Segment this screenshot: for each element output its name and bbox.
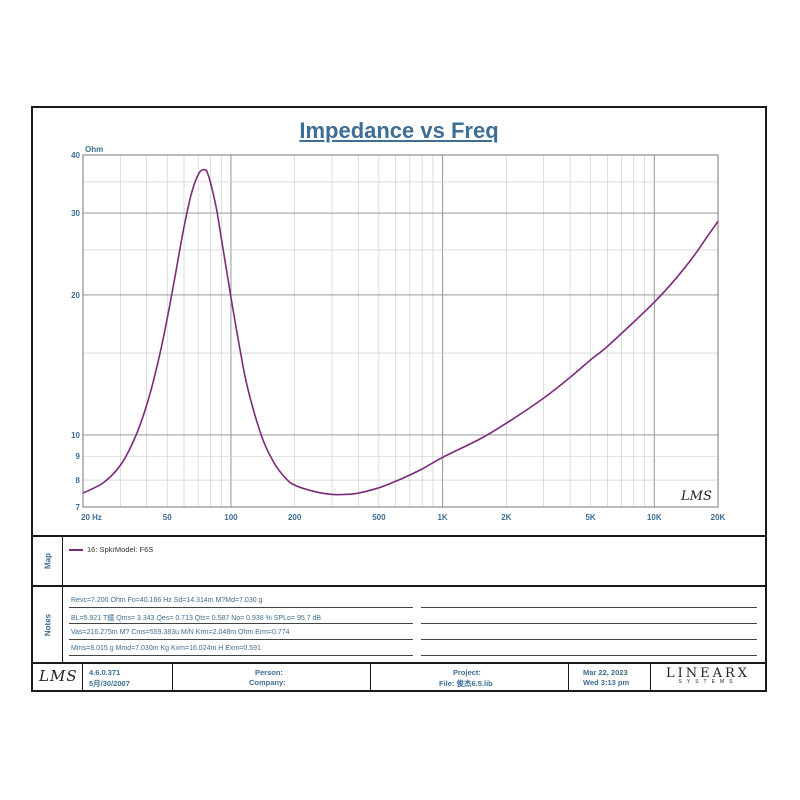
y-tick-label: 40 [71, 151, 80, 160]
y-axis-label: Ohm [85, 145, 103, 154]
lms-logo: LMS [39, 667, 78, 685]
note-rule [69, 639, 413, 640]
note-line-4: Mms=8.015 g Mmd=7.030m Kg Kxm=16.024m H … [71, 645, 261, 652]
note-rule [69, 655, 413, 656]
notes-panel: Notes Revc=7.200 Ohm Fo=40.166 Hz Sd=14.… [33, 587, 765, 664]
legend-entry: 16: SpkrModel: F6S [69, 545, 153, 554]
project-label: Project: [453, 668, 481, 677]
note-line-2: BL=5.921 T鐵 Qms= 3.343 Qes= 0.713 Qts= 0… [71, 615, 322, 622]
y-tick-label: 30 [71, 209, 80, 218]
date: Mar 22, 2023 [583, 668, 628, 677]
note-rule [421, 639, 757, 640]
linearx-brand: LINEARX [665, 666, 751, 681]
footer-version-cell: 4.6.0.371 5月/30/2007 [83, 664, 173, 690]
x-tick-label: 100 [224, 513, 238, 522]
note-rule [69, 623, 413, 624]
footer-logo-cell: LMS [33, 664, 83, 690]
person-label: Person: [255, 668, 283, 677]
x-tick-label: 500 [372, 513, 386, 522]
version-date: 5月/30/2007 [89, 679, 130, 688]
footer-person-cell: Person: Company: [173, 664, 371, 690]
note-rule [421, 655, 757, 656]
map-label-box: Map [33, 537, 63, 585]
linearx-sub: SYSTEMS [678, 679, 738, 685]
report-frame: Impedance vs Freq 20 Hz 50 100 200 500 1K 2K 5K… [31, 106, 767, 692]
y-tick-label: 10 [71, 431, 80, 440]
note-rule [421, 607, 757, 608]
footer-project-cell: Project: File: 俊杰6.5.lib [371, 664, 569, 690]
note-line-3: Vas=216.275m M? Cms=559.383u M/N Krm=2.0… [71, 629, 290, 636]
x-tick-label: 50 [163, 513, 172, 522]
note-rule [421, 623, 757, 624]
chart-title: Impedance vs Freq [299, 118, 499, 143]
impedance-plot: 20 Hz 50 100 200 500 1K 2K 5K 10K 20K40302010987 … [71, 145, 726, 522]
version: 4.6.0.371 [89, 668, 121, 677]
lms-watermark: LMS [680, 489, 712, 504]
x-tick-label: 2K [501, 513, 511, 522]
x-tick-label: 200 [288, 513, 302, 522]
notes-label: Notes [43, 613, 52, 636]
chart-panel: Impedance vs Freq 20 Hz 50 100 200 500 1K 2K 5K… [33, 108, 765, 537]
footer-date-cell: Mar 22, 2023 Wed 3:13 pm [569, 664, 651, 690]
time: Wed 3:13 pm [583, 678, 630, 687]
impedance-series-line [82, 168, 719, 496]
x-tick-label: 10K [647, 513, 662, 522]
file-label: File: 俊杰6.5.lib [439, 679, 493, 688]
legend-swatch [69, 549, 83, 552]
footer: LMS 4.6.0.371 5月/30/2007 Person: Company… [33, 664, 765, 690]
x-tick-label: 5K [585, 513, 595, 522]
linearx-logo: LINEARX SYSTEMS [654, 666, 762, 685]
map-label: Map [43, 553, 52, 569]
note-line-1: Revc=7.200 Ohm Fo=40.166 Hz Sd=14.314m M… [71, 597, 263, 604]
legend-text: 16: SpkrModel: F6S [87, 545, 154, 554]
y-tick-label: 7 [76, 503, 81, 512]
x-tick-label: 20 Hz [81, 513, 102, 522]
y-tick-label: 20 [71, 291, 80, 300]
note-rule [69, 607, 413, 608]
company-label: Company: [249, 678, 286, 687]
x-tick-label: 1K [437, 513, 447, 522]
map-panel: Map 16: SpkrModel: F6S [33, 537, 765, 587]
x-tick-label: 20K [711, 513, 726, 522]
notes-label-box: Notes [33, 587, 63, 662]
y-tick-label: 8 [76, 476, 81, 485]
y-tick-label: 9 [76, 452, 81, 461]
